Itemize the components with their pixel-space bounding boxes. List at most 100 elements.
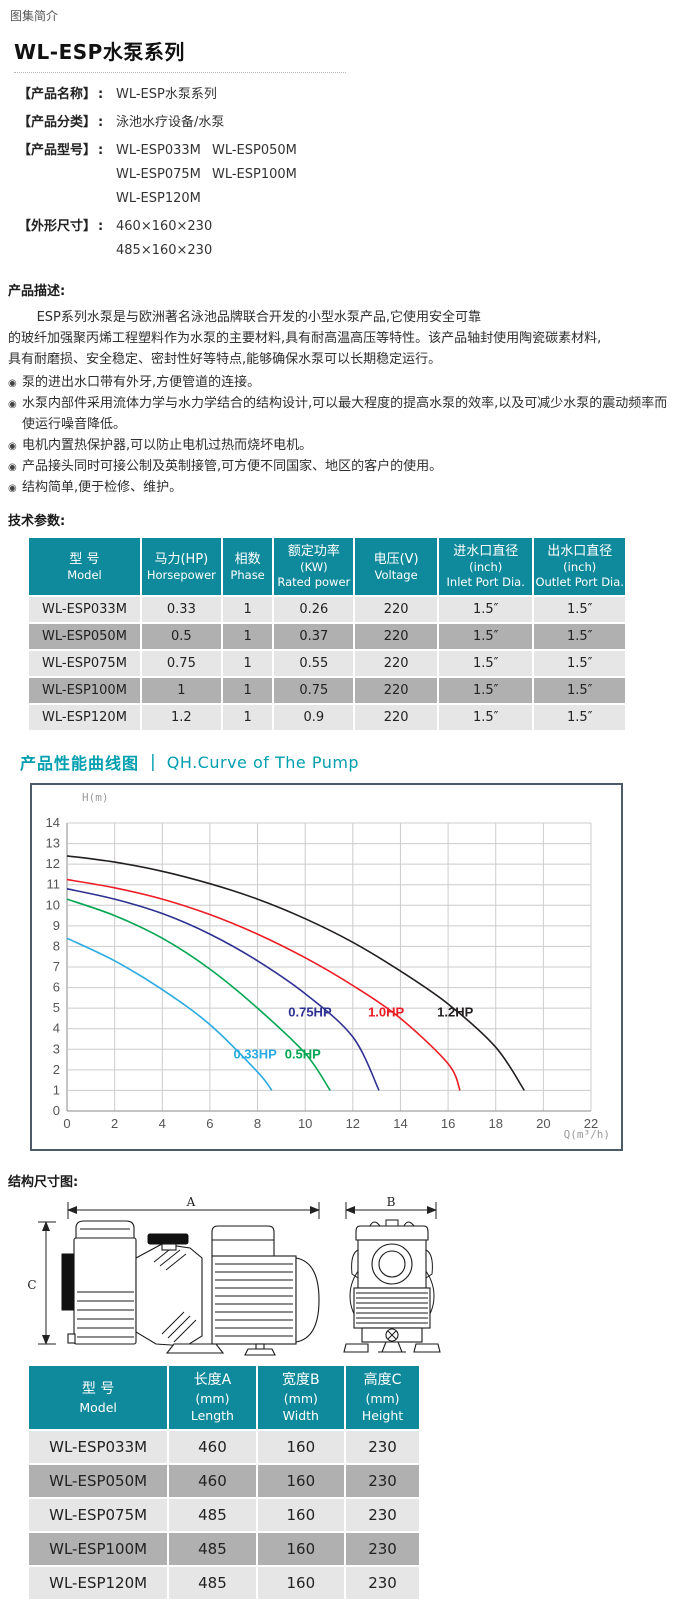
table-cell: 220 bbox=[355, 597, 437, 622]
bullet-icon: ◉ bbox=[8, 462, 17, 473]
column-header: 额定功率 (KW) Rated power bbox=[274, 538, 354, 595]
table-cell: 1.2 bbox=[141, 705, 221, 730]
title-divider bbox=[14, 72, 346, 73]
tech-params-table: 型 号 Model 马力(HP) Horsepower 相数 Phase 额定功率 (KW) R… bbox=[27, 536, 627, 732]
table-cell: 1 bbox=[222, 705, 273, 730]
bullet-item: ◉ 产品接头同时可接公制及英制接管,可方便不同国家、地区的客户的使用。 bbox=[8, 456, 673, 477]
colon: : bbox=[98, 219, 104, 234]
colon: : bbox=[98, 87, 104, 102]
column-header: 型 号 Model bbox=[29, 1366, 168, 1429]
bullet-item: ◉ 泵的进出水口带有外牙,方便管道的连接。 bbox=[8, 372, 673, 393]
model-number: WL-ESP050M bbox=[212, 143, 297, 158]
bullet-text: 产品接头同时可接公制及英制接管,可方便不同国家、地区的客户的使用。 bbox=[22, 459, 443, 474]
y-tick-label: 5 bbox=[53, 1000, 60, 1015]
breadcrumb: 图集简介 bbox=[10, 9, 59, 23]
table-row: WL-ESP033M 0.33 1 0.26 220 1.5″ 1.5″ bbox=[29, 597, 625, 622]
model-number: WL-ESP033M bbox=[116, 143, 201, 158]
table-cell: 160 bbox=[257, 1431, 345, 1463]
description-paragraph: ESP系列水泵是与欧洲著名泳池品牌联合开发的小型水泵产品,它使用安全可靠 的玻纤加… bbox=[8, 307, 673, 370]
curve-0.75HP bbox=[66, 888, 380, 1091]
y-tick-label: 1 bbox=[53, 1082, 60, 1097]
table-cell: 0.33 bbox=[141, 597, 221, 622]
table-cell: 1.5″ bbox=[438, 651, 533, 676]
table-header-row: 型 号 Model 马力(HP) Horsepower 相数 Phase 额定功率 (KW) R… bbox=[29, 538, 625, 595]
bullet-icon: ◉ bbox=[8, 378, 17, 389]
table-cell: 1.5″ bbox=[438, 678, 533, 703]
x-tick-label: 20 bbox=[536, 1116, 550, 1131]
y-tick-label: 10 bbox=[46, 897, 60, 912]
table-cell: 1.5″ bbox=[534, 624, 625, 649]
table-cell: WL-ESP100M bbox=[29, 1533, 168, 1565]
colon: : bbox=[98, 115, 104, 130]
table-cell: 220 bbox=[355, 705, 437, 730]
table-cell: WL-ESP120M bbox=[29, 1567, 168, 1599]
bullet-text: 水泵内部件采用流体力学与水力学结合的结构设计,可以最大程度的提高水泵的效率,以及… bbox=[22, 396, 668, 432]
table-cell: 1.5″ bbox=[438, 597, 533, 622]
dim-label-b: B bbox=[387, 1195, 396, 1209]
dimension-value: 460×160×230 bbox=[116, 219, 213, 234]
series-label-0.33HP: 0.33HP bbox=[233, 1047, 277, 1062]
product-name-label: 【产品名称】 bbox=[18, 87, 97, 102]
column-header: 长度A (mm) Length bbox=[169, 1366, 256, 1429]
series-label-0.75HP: 0.75HP bbox=[288, 1004, 332, 1019]
dimensions-table: 型 号 Model 长度A (mm) Length 宽度B (mm) Width 高度C (mm)… bbox=[27, 1364, 421, 1601]
table-cell: 485 bbox=[169, 1533, 256, 1565]
dimension-c: C bbox=[27, 1221, 56, 1345]
y-tick-label: 7 bbox=[53, 959, 60, 974]
table-cell: 220 bbox=[355, 624, 437, 649]
table-cell: 1.5″ bbox=[534, 705, 625, 730]
page-title: WL-ESP水泵系列 bbox=[14, 40, 185, 64]
table-cell: 0.9 bbox=[274, 705, 354, 730]
table-cell: 160 bbox=[257, 1533, 345, 1565]
x-tick-label: 0 bbox=[63, 1116, 70, 1131]
table-cell: 1.5″ bbox=[438, 705, 533, 730]
y-axis-unit-label: H(m) bbox=[82, 791, 109, 804]
dimension-value: 485×160×230 bbox=[116, 243, 213, 258]
bullet-item: ◉ 结构简单,便于检修、维护。 bbox=[8, 477, 673, 498]
table-cell: WL-ESP050M bbox=[29, 624, 140, 649]
qh-curve-chart: 0 2 4 6 8 10 12 14 16 18 20 22 0 1 2 3 4 5 6 7 8 9 10 11 12 13 14 H… bbox=[30, 783, 623, 1151]
dim-label-a: A bbox=[186, 1195, 196, 1209]
product-description: 产品描述: ESP系列水泵是与欧洲著名泳池品牌联合开发的小型水泵产品,它使用安全… bbox=[8, 280, 673, 498]
x-tick-label: 22 bbox=[584, 1116, 598, 1131]
table-cell: 1.5″ bbox=[438, 624, 533, 649]
table-cell: WL-ESP033M bbox=[29, 1431, 168, 1463]
x-axis-unit-label: Q(m³/h) bbox=[564, 1128, 610, 1141]
table-header-row: 型 号 Model 长度A (mm) Length 宽度B (mm) Width 高度C (mm)… bbox=[29, 1366, 419, 1429]
structure-diagram-svg: A C B bbox=[27, 1195, 441, 1356]
table-cell: 230 bbox=[346, 1533, 419, 1565]
column-header: 高度C (mm) Height bbox=[346, 1366, 419, 1429]
x-tick-label: 18 bbox=[488, 1116, 502, 1131]
table-row: WL-ESP100M 485 160 230 bbox=[29, 1533, 419, 1565]
info-row-models: 【产品型号】 : WL-ESP033M WL-ESP050M WL-ESP075M W… bbox=[18, 141, 673, 208]
table-cell: 460 bbox=[169, 1465, 256, 1497]
x-tick-label: 16 bbox=[441, 1116, 455, 1131]
colon: : bbox=[98, 143, 104, 158]
product-models-list: WL-ESP033M WL-ESP050M WL-ESP075M WL-ESP100M… bbox=[116, 141, 322, 208]
x-tick-label: 2 bbox=[111, 1116, 118, 1131]
table-cell: 1 bbox=[141, 678, 221, 703]
bullet-text: 泵的进出水口带有外牙,方便管道的连接。 bbox=[22, 375, 261, 390]
table-cell: 0.55 bbox=[274, 651, 354, 676]
info-row-name: 【产品名称】 : WL-ESP水泵系列 bbox=[18, 85, 673, 104]
y-tick-label: 0 bbox=[53, 1103, 60, 1118]
curve-1.2HP bbox=[66, 855, 525, 1091]
curve-title-en: QH.Curve of The Pump bbox=[166, 752, 360, 772]
pump-side-view bbox=[61, 1220, 320, 1356]
series-label-1.2HP: 1.2HP bbox=[437, 1004, 473, 1019]
model-number: WL-ESP100M bbox=[212, 167, 297, 182]
table-cell: WL-ESP100M bbox=[29, 678, 140, 703]
table-cell: 0.75 bbox=[274, 678, 354, 703]
bullet-text: 结构简单,便于检修、维护。 bbox=[22, 480, 183, 495]
feature-bullets: ◉ 泵的进出水口带有外牙,方便管道的连接。 ◉ 水泵内部件采用流体力学与水力学结合的结… bbox=[8, 372, 673, 498]
table-cell: 160 bbox=[257, 1499, 345, 1531]
table-row: WL-ESP075M 485 160 230 bbox=[29, 1499, 419, 1531]
table-cell: 1 bbox=[222, 678, 273, 703]
structure-diagram: A C B bbox=[16, 1194, 673, 1356]
y-tick-label: 4 bbox=[53, 1021, 60, 1036]
table-row: WL-ESP120M 1.2 1 0.9 220 1.5″ 1.5″ bbox=[29, 705, 625, 730]
dimension-b: B bbox=[345, 1195, 437, 1219]
x-tick-label: 10 bbox=[298, 1116, 312, 1131]
table-cell: 230 bbox=[346, 1431, 419, 1463]
column-header: 出水口直径 (inch) Outlet Port Dia. bbox=[534, 538, 625, 595]
